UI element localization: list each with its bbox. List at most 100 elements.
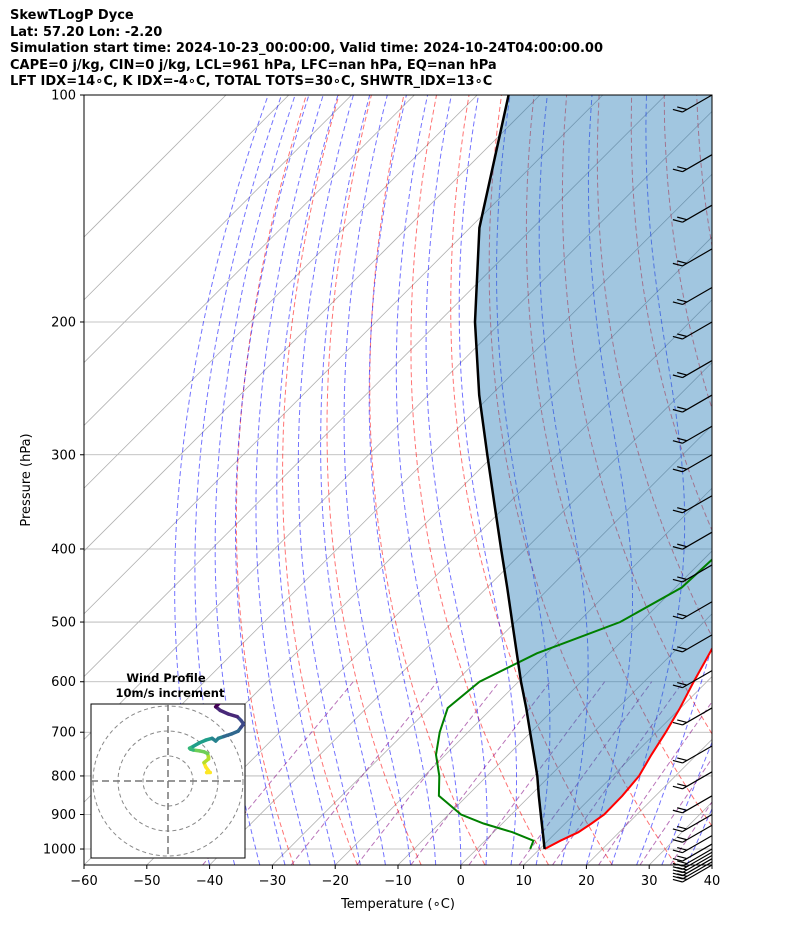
moist-adiabat-line bbox=[636, 644, 712, 865]
wind-barb bbox=[672, 864, 713, 883]
wind-barb bbox=[672, 824, 713, 843]
isotherm-gridline bbox=[711, 864, 712, 865]
wind-barb-flag bbox=[677, 216, 688, 221]
isotherm-gridline bbox=[84, 95, 478, 489]
wind-barb-staff bbox=[682, 286, 713, 306]
wind-barb-staff bbox=[682, 848, 713, 867]
mixing-ratio-line bbox=[410, 681, 551, 865]
moist-adiabat-line bbox=[611, 95, 686, 865]
x-tick-label: −40 bbox=[196, 874, 223, 889]
isotherm-gridline bbox=[84, 110, 712, 740]
mixing-ratio-line bbox=[356, 681, 500, 865]
isotherm-gridline bbox=[146, 299, 712, 865]
wind-barb-flag bbox=[672, 721, 683, 726]
wind-barb-flag bbox=[672, 578, 683, 583]
wind-barb-flag bbox=[677, 860, 688, 865]
x-tick-label: 40 bbox=[704, 874, 721, 889]
wind-barb-flag bbox=[672, 168, 683, 173]
y-tick-label: 300 bbox=[51, 448, 76, 463]
x-tick-label: 20 bbox=[578, 874, 595, 889]
wind-barb-flag bbox=[677, 847, 688, 851]
wind-barb-flag bbox=[677, 437, 688, 442]
x-tick-label: −20 bbox=[321, 874, 348, 889]
moist-adiabat-line bbox=[234, 95, 310, 865]
wind-barb-staff bbox=[682, 425, 713, 444]
temperature-profile-line bbox=[544, 646, 712, 850]
wind-barb-flag bbox=[677, 466, 688, 470]
dry-adiabat-line bbox=[282, 95, 358, 865]
wind-barb-flag bbox=[677, 836, 688, 841]
stability-indices-line: LFT IDX=14∘C, K IDX=-4∘C, TOTAL TOTS=30∘… bbox=[10, 74, 493, 89]
y-tick-label: 100 bbox=[51, 89, 76, 104]
moist-adiabat-line bbox=[425, 95, 488, 865]
wind-barb-staff bbox=[682, 204, 713, 223]
mixing-ratio-line bbox=[598, 701, 712, 865]
wind-barb-flag bbox=[677, 106, 688, 111]
wind-barb-flag bbox=[677, 682, 688, 686]
wind-barb-flag bbox=[677, 870, 688, 874]
wind-barb-flag bbox=[672, 509, 683, 514]
moist-adiabat-line bbox=[276, 95, 339, 865]
y-tick-label: 600 bbox=[51, 675, 76, 690]
dewpoint-profile-line bbox=[434, 558, 712, 850]
wind-barb-flag bbox=[672, 219, 683, 223]
dry-adiabat-line bbox=[729, 95, 794, 865]
wind-barb-staff bbox=[682, 670, 713, 689]
isotherm-gridline bbox=[84, 95, 352, 364]
wind-barb-staff bbox=[682, 564, 713, 583]
wind-barb-flag bbox=[677, 371, 688, 376]
dry-adiabat-line bbox=[410, 95, 550, 865]
y-tick-label: 700 bbox=[51, 726, 76, 741]
cape-cin-shaded-area bbox=[475, 95, 712, 849]
dry-adiabat-line bbox=[450, 95, 613, 865]
wind-barb bbox=[672, 495, 713, 514]
dry-adiabat-line bbox=[596, 95, 712, 638]
dry-adiabat-line bbox=[369, 95, 486, 865]
hodograph-title: Wind Profile bbox=[126, 671, 206, 685]
isotherm-gridline bbox=[84, 95, 604, 615]
moist-adiabat-line bbox=[585, 95, 633, 865]
x-tick-label: 0 bbox=[457, 874, 465, 889]
wind-barb-staff bbox=[682, 843, 713, 862]
wind-barb bbox=[672, 634, 713, 653]
x-tick-label: 10 bbox=[515, 874, 532, 889]
wind-barb-staff bbox=[682, 795, 713, 814]
hodograph-trace-segment bbox=[227, 696, 233, 700]
y-tick-label: 500 bbox=[51, 616, 76, 631]
wind-barb bbox=[672, 670, 713, 689]
x-tick-label: −50 bbox=[133, 874, 160, 889]
wind-barb-flag bbox=[672, 468, 683, 473]
wind-barb bbox=[672, 814, 713, 833]
wind-barb-flag bbox=[677, 866, 688, 871]
x-tick-label: −60 bbox=[70, 874, 97, 889]
hodograph-trace-segment bbox=[213, 704, 221, 709]
mixing-ratio-line bbox=[669, 801, 712, 865]
wind-barb-staff bbox=[682, 634, 713, 653]
wind-barb bbox=[672, 843, 713, 862]
wind-barb-flag bbox=[672, 828, 683, 833]
moist-adiabat-line bbox=[343, 95, 412, 865]
wind-barb bbox=[672, 154, 713, 173]
moist-adiabat-line bbox=[174, 95, 269, 865]
wind-barb-staff bbox=[682, 495, 713, 514]
y-tick-label: 800 bbox=[51, 769, 76, 784]
wind-barb-flag bbox=[677, 783, 688, 787]
wind-barb-staff bbox=[682, 854, 713, 874]
wind-barb-staff bbox=[682, 771, 713, 790]
moist-adiabat-line bbox=[297, 95, 361, 865]
wind-barb bbox=[672, 531, 713, 550]
wind-barb-flag bbox=[677, 855, 688, 860]
wind-barb-flag bbox=[677, 646, 688, 650]
wind-barb-staff bbox=[682, 248, 713, 267]
mixing-ratio-line bbox=[518, 681, 653, 865]
wind-barb-flag bbox=[672, 335, 683, 340]
moist-adiabat-line bbox=[368, 95, 437, 865]
x-tick-label: 30 bbox=[641, 874, 658, 889]
wind-barb-staff bbox=[682, 321, 713, 340]
isotherm-gridline bbox=[84, 95, 290, 301]
simulation-time-line: Simulation start time: 2024-10-23_00:00:… bbox=[10, 41, 603, 56]
dry-adiabat-line bbox=[525, 95, 712, 828]
lat-lon-line: Lat: 57.20 Lon: -2.20 bbox=[10, 24, 163, 40]
isotherm-gridline bbox=[209, 362, 712, 865]
